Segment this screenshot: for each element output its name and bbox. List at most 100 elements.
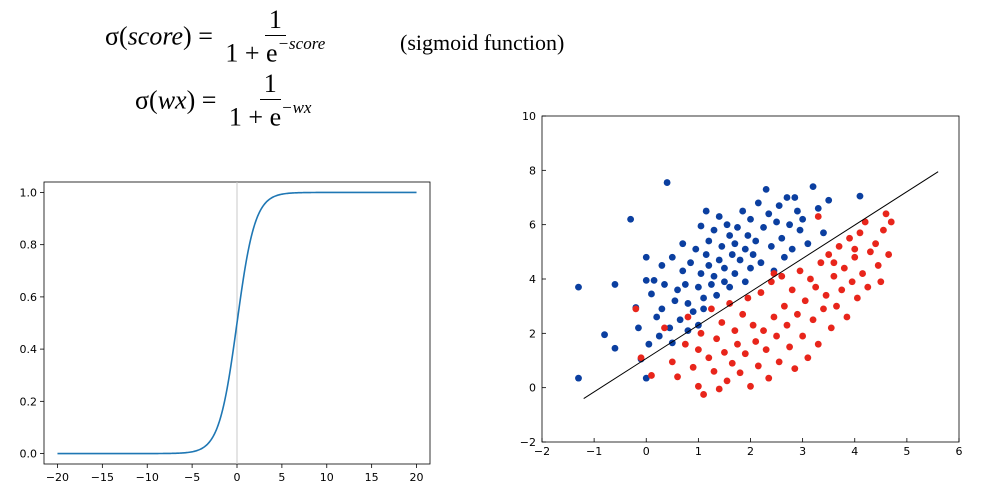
blue-data-point xyxy=(697,222,705,230)
blue-data-point xyxy=(780,253,788,261)
red-data-point xyxy=(820,305,827,313)
red-data-point xyxy=(739,310,747,318)
red-data-point xyxy=(838,286,846,294)
scatter-xtick-label: −1 xyxy=(586,445,602,458)
red-data-point xyxy=(807,275,814,283)
red-data-point xyxy=(713,335,721,343)
blue-data-point xyxy=(642,374,650,382)
scatter-xtick-label: 4 xyxy=(851,445,858,458)
blue-data-point xyxy=(705,237,713,245)
blue-data-point xyxy=(765,210,773,218)
blue-data-point xyxy=(689,308,697,315)
blue-data-point xyxy=(658,305,666,313)
blue-data-point xyxy=(825,196,833,204)
red-data-point xyxy=(752,338,760,345)
blue-data-point xyxy=(715,256,723,264)
red-data-point xyxy=(775,358,783,366)
red-data-point xyxy=(814,213,822,220)
formula2-den-base: 1 + e xyxy=(228,102,282,132)
formula1-lhs-suffix: ) = xyxy=(183,21,213,51)
blue-data-point xyxy=(783,194,791,201)
blue-data-point xyxy=(702,207,710,215)
blue-data-point xyxy=(775,202,783,210)
blue-data-point xyxy=(601,331,608,339)
blue-data-point xyxy=(786,221,793,229)
red-data-point xyxy=(689,363,697,371)
sigmoid-score-formula: σ(score) = 1 1 + e−score xyxy=(105,6,325,67)
formula1-fraction: 1 1 + e−score xyxy=(225,6,325,67)
sigmoid-wx-formula: σ(wx) = 1 1 + e−wx xyxy=(135,70,311,131)
blue-data-point xyxy=(650,276,658,284)
red-data-point xyxy=(767,278,775,286)
red-data-point xyxy=(705,354,713,362)
blue-data-point xyxy=(760,223,767,231)
red-data-point xyxy=(791,365,799,373)
blue-data-point xyxy=(642,276,650,284)
blue-data-point xyxy=(661,281,668,288)
blue-data-point xyxy=(731,240,739,248)
red-data-point xyxy=(874,262,882,269)
red-data-point xyxy=(825,251,833,258)
blue-data-point xyxy=(681,281,689,288)
blue-data-point xyxy=(741,245,749,253)
sigmoid-xtick-label: −10 xyxy=(136,471,159,484)
blue-data-point xyxy=(744,232,752,239)
blue-data-point xyxy=(666,324,674,332)
scatter-xtick-label: 0 xyxy=(643,445,650,458)
blue-data-point xyxy=(734,223,741,231)
red-data-point xyxy=(723,377,731,385)
blue-data-point xyxy=(856,192,864,200)
blue-data-point xyxy=(804,240,812,248)
red-data-point xyxy=(710,367,718,375)
blue-data-point xyxy=(697,270,705,277)
red-data-point xyxy=(804,354,812,362)
decision-boundary-line xyxy=(583,171,939,399)
formula1-numerator: 1 xyxy=(264,6,286,37)
blue-data-point xyxy=(655,332,663,340)
red-data-point xyxy=(661,324,668,332)
red-data-point xyxy=(754,362,762,370)
blue-data-point xyxy=(788,245,796,253)
blue-data-point xyxy=(713,291,721,299)
sigmoid-ytick-label: 0.6 xyxy=(20,291,38,304)
red-data-point xyxy=(731,327,739,335)
formula1-den-base: 1 + e xyxy=(225,38,278,68)
red-data-point xyxy=(882,210,890,218)
red-data-point xyxy=(853,294,861,302)
blue-data-point xyxy=(728,251,736,258)
red-data-point xyxy=(718,319,726,326)
formula1-denominator: 1 + e−score xyxy=(225,35,325,68)
blue-data-point xyxy=(710,272,718,280)
blue-data-point xyxy=(676,316,684,324)
sigmoid-xtick-label: −5 xyxy=(184,471,200,484)
blue-data-point xyxy=(752,237,760,245)
blue-data-point xyxy=(671,297,679,305)
blue-data-point xyxy=(684,300,692,307)
sigmoid-ytick-label: 0.4 xyxy=(20,343,38,356)
red-data-point xyxy=(812,283,820,291)
formula2-denominator: 1 + e−wx xyxy=(228,99,312,132)
red-data-point xyxy=(700,391,707,398)
blue-data-point xyxy=(694,283,702,291)
blue-data-point xyxy=(679,240,687,248)
red-data-point xyxy=(872,240,879,248)
scatter-xtick-label: 2 xyxy=(747,445,754,458)
red-data-point xyxy=(697,329,705,337)
blue-data-point xyxy=(687,259,694,267)
scatter-xtick-label: 3 xyxy=(799,445,806,458)
sigmoid-ytick-label: 0.8 xyxy=(20,239,38,252)
scatter-ytick-label: 0 xyxy=(529,382,536,395)
red-data-point xyxy=(866,248,874,256)
sigmoid-xtick-label: 5 xyxy=(278,471,285,484)
sigmoid-function-note: (sigmoid function) xyxy=(400,30,565,55)
scatter-ytick-label: 6 xyxy=(529,219,536,232)
sigmoid-ytick-label: 1.0 xyxy=(20,186,38,199)
scatter-xtick-label: 6 xyxy=(956,445,963,458)
formula1-lhs-var: score xyxy=(127,21,184,51)
blue-data-point xyxy=(791,194,799,201)
red-data-point xyxy=(786,343,793,351)
blue-data-point xyxy=(767,243,775,250)
red-data-point xyxy=(880,226,887,234)
sigmoid-xtick-label: 15 xyxy=(365,471,379,484)
scatter-plot-frame xyxy=(541,115,960,443)
